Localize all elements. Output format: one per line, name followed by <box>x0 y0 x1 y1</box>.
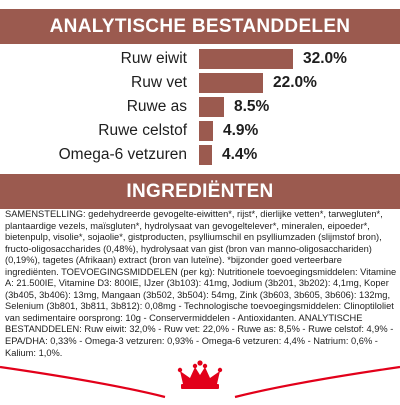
analysis-row-label: Ruwe celstof <box>98 122 187 139</box>
analysis-row-bar <box>199 73 263 93</box>
analysis-row-value: 22.0% <box>273 74 317 91</box>
ingredients-header: INGREDIËNTEN <box>0 174 400 209</box>
analysis-title: ANALYTISCHE BESTANDDELEN <box>49 15 351 37</box>
analysis-row-bar <box>199 49 293 69</box>
ingredients-text: SAMENSTELLING: gedehydreerde gevogelte-e… <box>5 209 397 358</box>
analysis-row-label: Ruw vet <box>131 74 187 91</box>
analysis-row-bar <box>199 145 212 165</box>
analysis-row-label: Omega-6 vetzuren <box>58 146 187 163</box>
crown-logo-icon <box>0 360 400 399</box>
royal-canin-logo <box>0 337 400 400</box>
analysis-row: Ruwe as 8.5% <box>0 96 400 118</box>
analysis-row-bar <box>199 97 224 117</box>
analysis-row: Ruw vet 22.0% <box>0 72 400 94</box>
analysis-row: Omega-6 vetzuren 4.4% <box>0 144 400 166</box>
analysis-row-value: 4.9% <box>223 122 259 139</box>
analysis-row-value: 32.0% <box>303 50 347 67</box>
ingredients-title: INGREDIËNTEN <box>126 180 274 202</box>
analysis-row-label: Ruw eiwit <box>120 50 187 67</box>
analysis-row: Ruw eiwit 32.0% <box>0 48 400 70</box>
analysis-row: Ruwe celstof 4.9% <box>0 120 400 142</box>
analysis-row-bar <box>199 121 213 141</box>
analysis-row-value: 4.4% <box>222 146 258 163</box>
analysis-header: ANALYTISCHE BESTANDDELEN <box>0 9 400 44</box>
analysis-row-value: 8.5% <box>234 98 270 115</box>
analysis-row-label: Ruwe as <box>126 98 187 115</box>
